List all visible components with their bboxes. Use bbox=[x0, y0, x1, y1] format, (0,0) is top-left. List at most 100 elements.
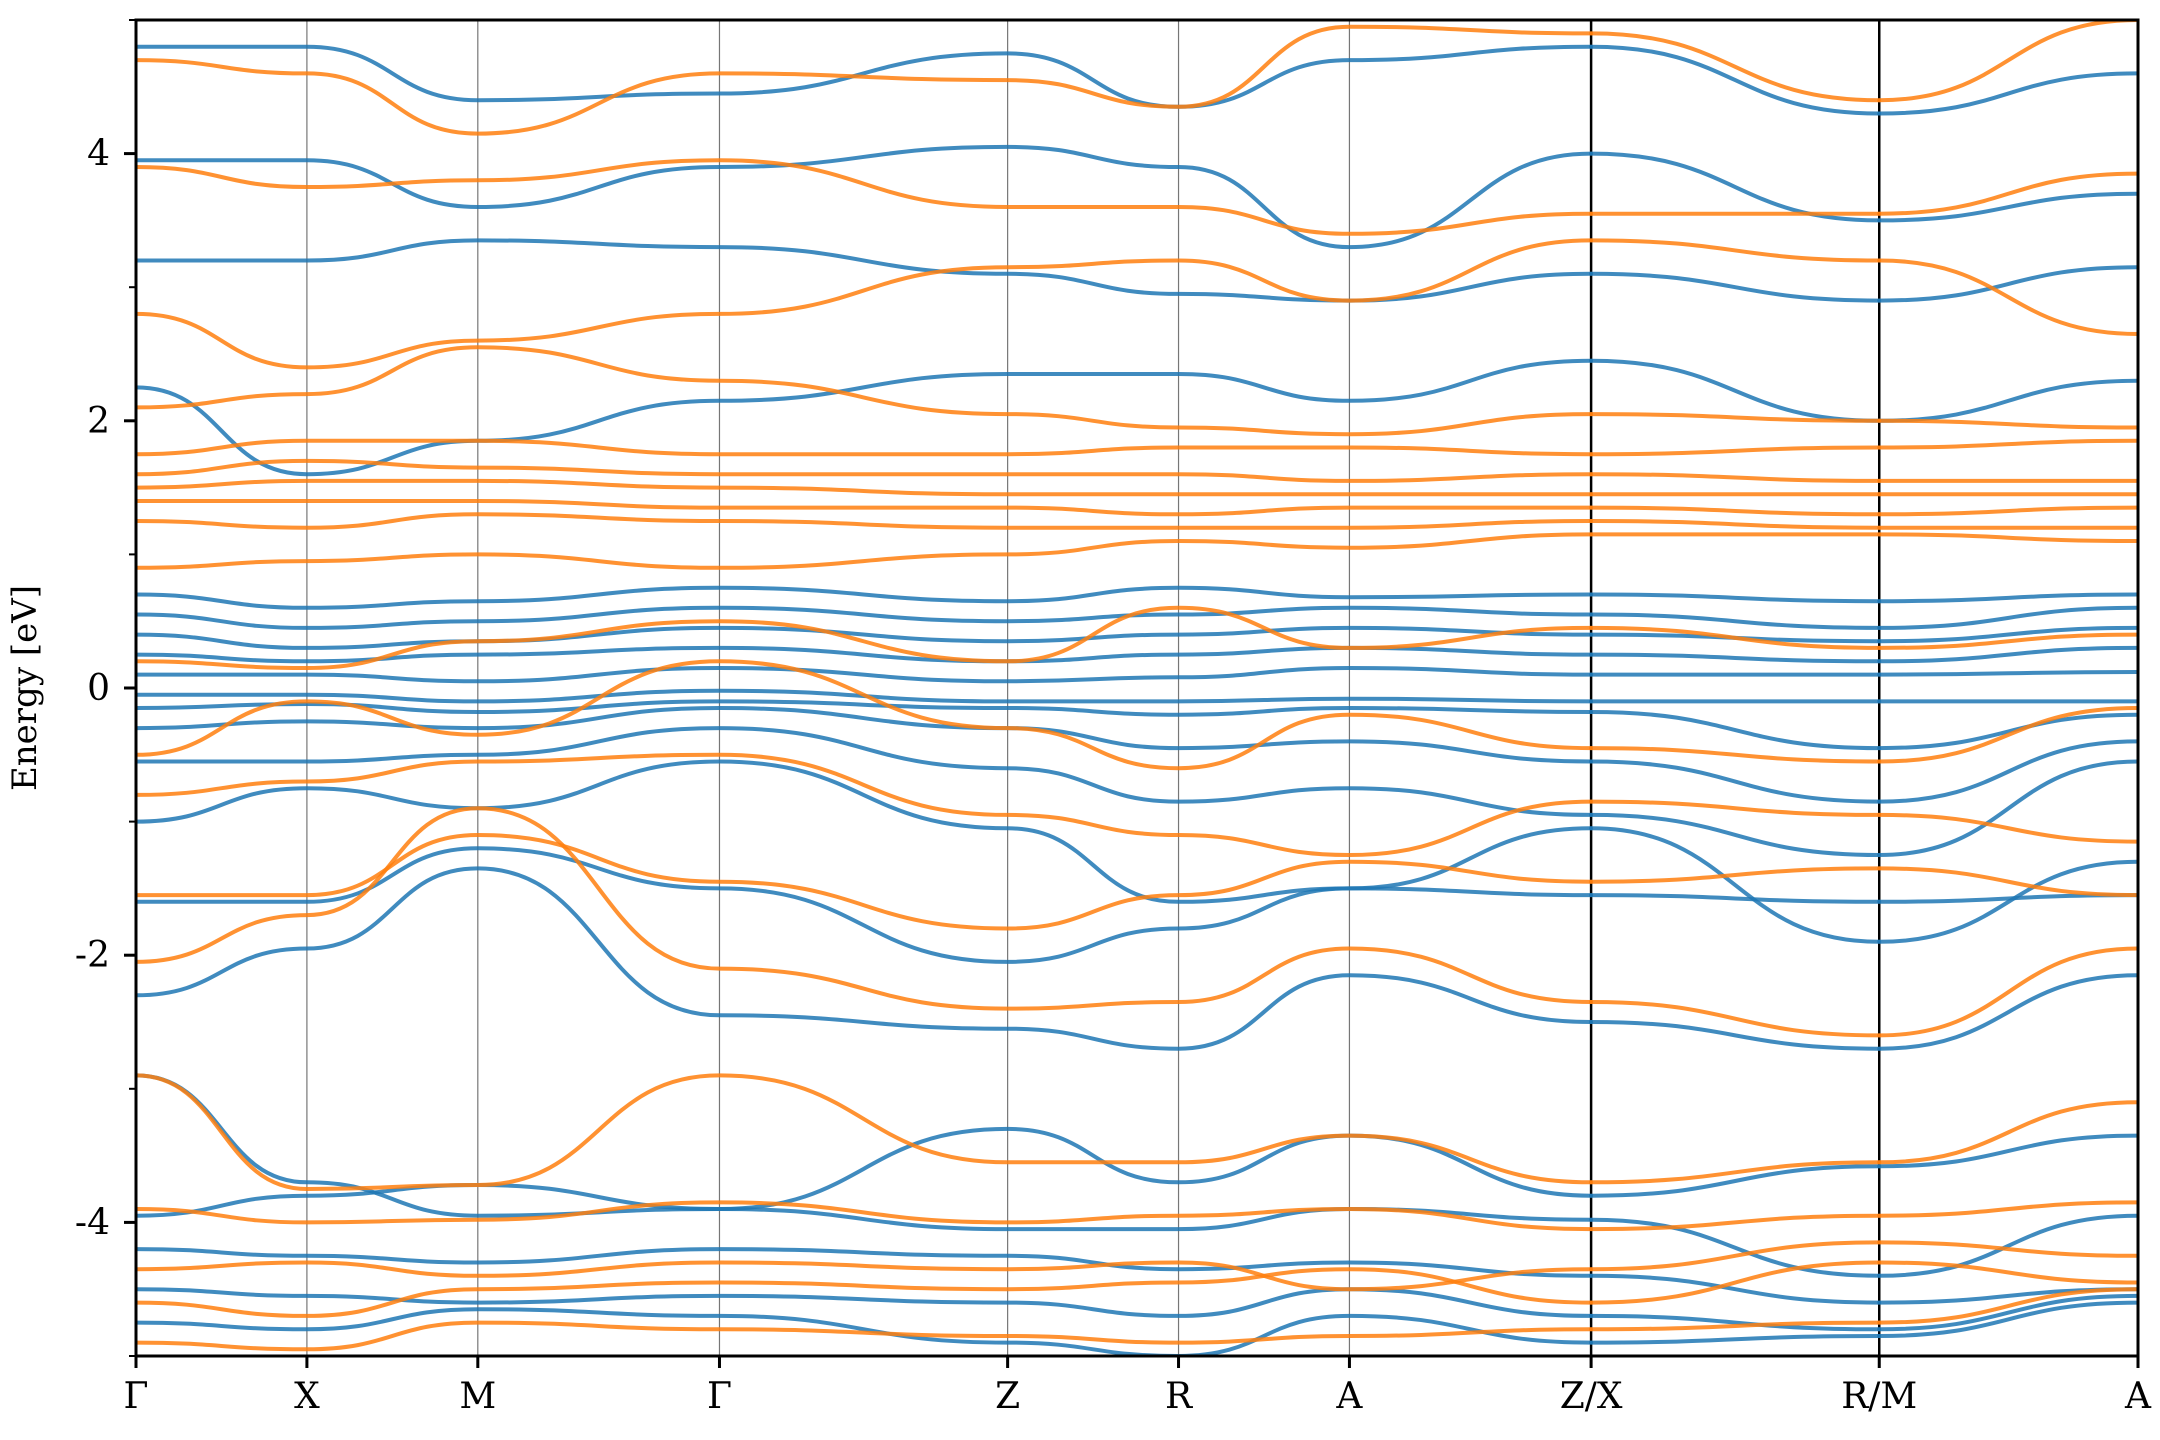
band-line-1-0-2 bbox=[1877, 1287, 2138, 1325]
band-line-0-13-1 bbox=[1589, 652, 1882, 664]
band-line-0-2-0 bbox=[136, 1247, 1594, 1278]
x-tick-label: R/M bbox=[1841, 1376, 1917, 1417]
band-line-0-12-2 bbox=[1877, 670, 2138, 677]
band-line-1-18-2 bbox=[1877, 171, 2138, 216]
band-line-0-17-2 bbox=[1877, 378, 2138, 423]
band-line-1-10-0 bbox=[136, 532, 1594, 570]
band-line-0-12-0 bbox=[136, 665, 1594, 684]
band-line-0-6-1 bbox=[1589, 893, 1882, 904]
band-line-1-17-2 bbox=[1877, 258, 2138, 336]
band-line-1-15-0 bbox=[136, 438, 1594, 457]
band-line-0-7-1 bbox=[1589, 826, 1882, 944]
band-line-1-6-2 bbox=[1877, 866, 2138, 898]
x-tick-label: A bbox=[1335, 1376, 1363, 1417]
y-axis-label: Energy [eV] bbox=[5, 585, 45, 791]
band-line-0-8-2 bbox=[1877, 759, 2138, 857]
band-line-1-9-0 bbox=[136, 605, 1594, 671]
band-line-0-18-1 bbox=[1589, 271, 1882, 303]
band-line-1-19-0 bbox=[136, 24, 1594, 136]
band-line-1-12-1 bbox=[1589, 505, 1882, 517]
band-line-1-19-2 bbox=[1877, 20, 2138, 103]
band-line-0-5-0 bbox=[136, 866, 1594, 1051]
band-line-0-18-2 bbox=[1877, 265, 2138, 303]
band-line-0-20-1 bbox=[1589, 44, 1882, 116]
band-line-1-18-0 bbox=[136, 158, 1594, 236]
band-line-1-9-2 bbox=[1877, 632, 2138, 650]
x-tick-label: X bbox=[294, 1376, 320, 1417]
x-tick-label: A bbox=[2124, 1376, 2152, 1417]
band-line-1-3-2 bbox=[1877, 1200, 2138, 1218]
band-line-0-9-1 bbox=[1589, 759, 1882, 804]
band-line-1-0-0 bbox=[136, 1320, 1594, 1352]
band-line-1-1-0 bbox=[136, 1267, 1594, 1318]
band-line-0-1-1 bbox=[1589, 1313, 1882, 1332]
band-line-0-10-2 bbox=[1877, 712, 2138, 751]
band-line-1-12-0 bbox=[136, 498, 1594, 517]
band-line-1-5-1 bbox=[1589, 1000, 1882, 1038]
band-line-1-16-0 bbox=[136, 345, 1594, 437]
band-line-1-15-1 bbox=[1589, 445, 1882, 457]
band-line-0-4-2 bbox=[1877, 1133, 2138, 1169]
band-line-0-19-2 bbox=[1877, 191, 2138, 223]
plot-frame bbox=[134, 18, 2140, 1358]
band-line-0-7-2 bbox=[1877, 859, 2138, 944]
band-line-0-5-2 bbox=[1877, 973, 2138, 1051]
band-line-1-8-0 bbox=[136, 659, 1594, 771]
band-line-1-2-1 bbox=[1589, 1240, 1882, 1272]
band-line-0-2-1 bbox=[1589, 1273, 1882, 1305]
x-tick-label: Γ bbox=[124, 1376, 149, 1417]
band-line-0-16-2 bbox=[1877, 592, 2138, 604]
band-line-1-0-1 bbox=[1589, 1320, 1882, 1332]
band-line-1-17-0 bbox=[136, 238, 1594, 370]
band-line-0-16-0 bbox=[136, 585, 1594, 610]
band-line-1-16-1 bbox=[1589, 412, 1882, 423]
band-line-1-13-0 bbox=[136, 478, 1594, 497]
band-line-1-8-1 bbox=[1589, 746, 1882, 764]
band-lines bbox=[136, 20, 2138, 1356]
band-line-0-15-0 bbox=[136, 605, 1594, 630]
band-line-0-17-0 bbox=[136, 358, 1594, 477]
y-tick-label: 4 bbox=[87, 134, 110, 175]
band-line-1-6-0 bbox=[136, 832, 1594, 931]
band-line-0-4-1 bbox=[1589, 1164, 1882, 1198]
band-line-1-4-2 bbox=[1877, 1100, 2138, 1165]
band-line-1-1-1 bbox=[1589, 1260, 1882, 1305]
band-line-1-2-0 bbox=[136, 1260, 1594, 1292]
band-line-0-14-0 bbox=[136, 625, 1594, 650]
symmetry-lines bbox=[306, 20, 1881, 1356]
band-line-0-15-2 bbox=[1877, 605, 2138, 630]
band-line-1-12-2 bbox=[1877, 505, 2138, 517]
band-line-1-8-2 bbox=[1877, 706, 2138, 764]
band-line-0-14-2 bbox=[1877, 625, 2138, 644]
y-tick-label: 2 bbox=[87, 401, 110, 442]
band-line-1-17-1 bbox=[1589, 238, 1882, 263]
band-line-1-7-1 bbox=[1589, 799, 1882, 817]
band-line-1-2-2 bbox=[1877, 1240, 2138, 1258]
band-line-1-7-0 bbox=[136, 752, 1594, 858]
band-line-0-8-0 bbox=[136, 726, 1594, 817]
band-line-0-20-2 bbox=[1877, 71, 2138, 116]
band-line-1-5-2 bbox=[1877, 946, 2138, 1038]
band-line-0-17-1 bbox=[1589, 358, 1882, 423]
x-tick-label: Z bbox=[995, 1376, 1020, 1417]
y-tick-label: -4 bbox=[75, 1202, 110, 1243]
x-tick-label: M bbox=[459, 1376, 496, 1417]
band-line-1-3-0 bbox=[136, 1200, 1594, 1232]
band-line-0-8-1 bbox=[1589, 812, 1882, 857]
band-line-1-19-1 bbox=[1589, 31, 1882, 103]
y-tick-label: 0 bbox=[87, 668, 110, 709]
band-line-0-16-1 bbox=[1589, 592, 1882, 604]
band-line-0-19-1 bbox=[1589, 151, 1882, 223]
band-line-1-14-0 bbox=[136, 458, 1594, 483]
band-line-0-10-1 bbox=[1589, 710, 1882, 751]
band-line-0-3-2 bbox=[1877, 1213, 2138, 1278]
band-line-0-0-2 bbox=[1877, 1300, 2138, 1338]
band-line-1-9-1 bbox=[1589, 625, 1882, 650]
band-line-1-15-2 bbox=[1877, 438, 2138, 450]
band-line-0-9-2 bbox=[1877, 739, 2138, 804]
x-tick-label: R bbox=[1165, 1376, 1193, 1417]
band-line-1-16-2 bbox=[1877, 418, 2138, 430]
band-line-0-5-1 bbox=[1589, 1020, 1882, 1051]
band-line-0-13-2 bbox=[1877, 645, 2138, 664]
band-line-0-9-0 bbox=[136, 705, 1594, 764]
